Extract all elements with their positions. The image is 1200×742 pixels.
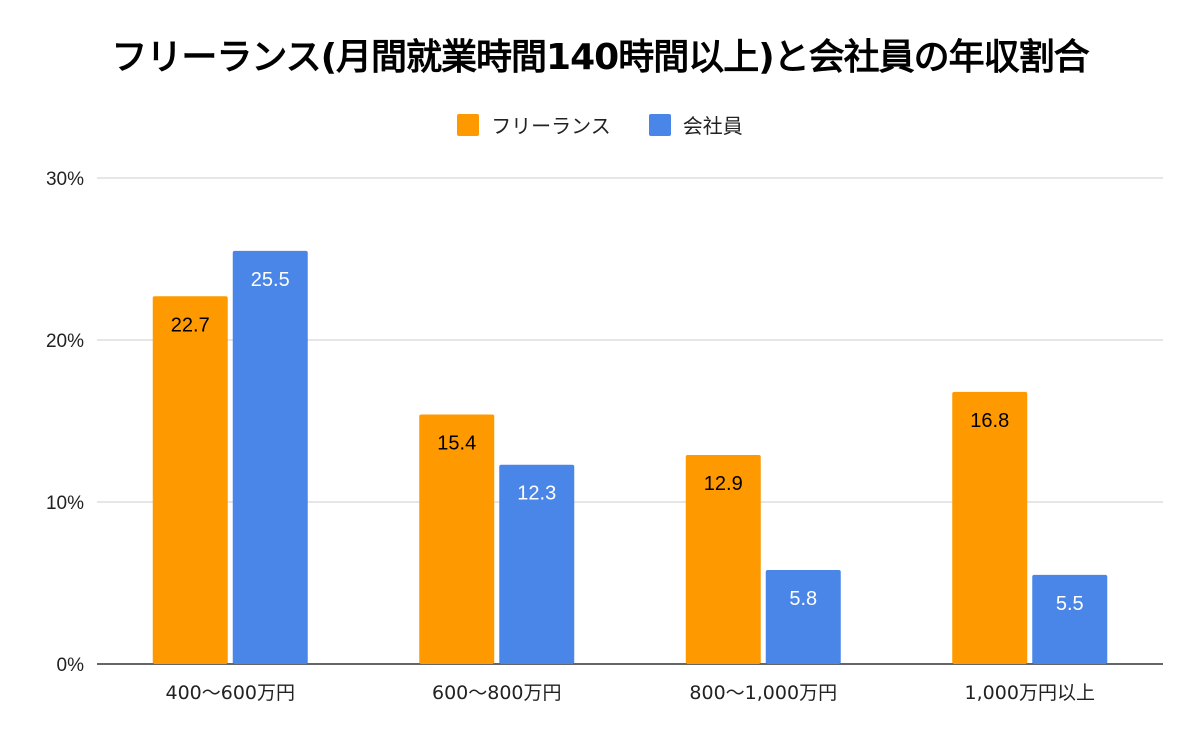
- data-label: 25.5: [251, 269, 290, 291]
- bar: [685, 455, 761, 664]
- legend: フリーランス 会社員: [0, 110, 1200, 139]
- data-label: 15.4: [437, 433, 476, 455]
- x-category-label: 800〜1,000万円: [689, 682, 837, 704]
- legend-swatch-employee: [648, 113, 671, 136]
- bar: [152, 296, 228, 664]
- data-label: 12.3: [517, 483, 556, 505]
- data-label: 22.7: [171, 314, 210, 336]
- legend-item-freelance: フリーランス: [457, 110, 611, 139]
- legend-item-employee: 会社員: [648, 110, 743, 139]
- bar: [232, 250, 308, 664]
- y-tick-label: 10%: [46, 493, 84, 514]
- data-label: 5.5: [1056, 593, 1084, 615]
- legend-swatch-freelance: [457, 113, 480, 136]
- x-category-label: 1,000万円以上: [965, 682, 1095, 704]
- bar: [765, 570, 841, 664]
- bar: [952, 391, 1028, 664]
- data-label: 16.8: [970, 410, 1009, 432]
- x-category-label: 400〜600万円: [165, 682, 295, 704]
- y-tick-label: 30%: [46, 169, 84, 190]
- legend-label-freelance: フリーランス: [491, 114, 611, 138]
- bar: [1032, 574, 1108, 664]
- y-tick-label: 0%: [57, 655, 85, 676]
- y-tick-label: 20%: [46, 331, 84, 352]
- chart-title: フリーランス(月間就業時間140時間以上)と会社員の年収割合: [111, 37, 1089, 78]
- x-category-label: 600〜800万円: [432, 682, 562, 704]
- data-label: 12.9: [704, 473, 743, 495]
- bar: [419, 414, 495, 664]
- data-label: 5.8: [789, 588, 817, 610]
- bar: [499, 464, 575, 664]
- legend-label-employee: 会社員: [682, 114, 743, 138]
